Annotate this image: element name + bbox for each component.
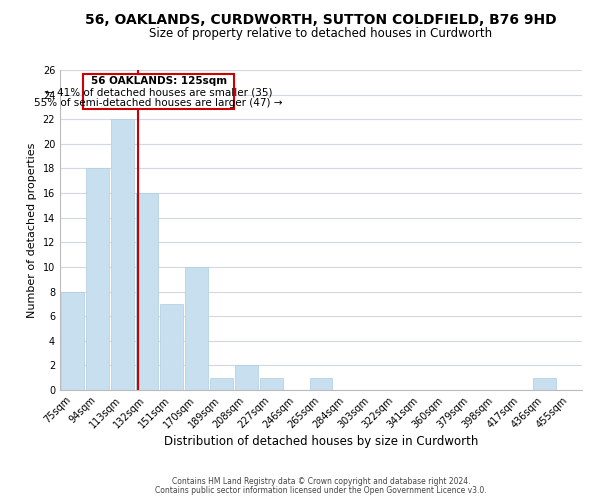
Text: 56 OAKLANDS: 125sqm: 56 OAKLANDS: 125sqm	[91, 76, 227, 86]
X-axis label: Distribution of detached houses by size in Curdworth: Distribution of detached houses by size …	[164, 436, 478, 448]
Y-axis label: Number of detached properties: Number of detached properties	[27, 142, 37, 318]
Bar	[136, 193, 158, 390]
Text: Contains HM Land Registry data © Crown copyright and database right 2024.: Contains HM Land Registry data © Crown c…	[172, 477, 470, 486]
Bar	[185, 267, 208, 390]
Text: 55% of semi-detached houses are larger (47) →: 55% of semi-detached houses are larger (…	[34, 98, 283, 108]
Bar	[86, 168, 109, 390]
Text: ← 41% of detached houses are smaller (35): ← 41% of detached houses are smaller (35…	[45, 88, 272, 98]
Bar	[160, 304, 183, 390]
Text: Size of property relative to detached houses in Curdworth: Size of property relative to detached ho…	[149, 28, 493, 40]
FancyBboxPatch shape	[83, 74, 235, 109]
Bar	[533, 378, 556, 390]
Bar	[61, 292, 84, 390]
Text: 56, OAKLANDS, CURDWORTH, SUTTON COLDFIELD, B76 9HD: 56, OAKLANDS, CURDWORTH, SUTTON COLDFIEL…	[85, 12, 557, 26]
Bar	[310, 378, 332, 390]
Bar	[260, 378, 283, 390]
Bar	[210, 378, 233, 390]
Bar	[111, 119, 134, 390]
Text: Contains public sector information licensed under the Open Government Licence v3: Contains public sector information licen…	[155, 486, 487, 495]
Bar	[235, 366, 258, 390]
